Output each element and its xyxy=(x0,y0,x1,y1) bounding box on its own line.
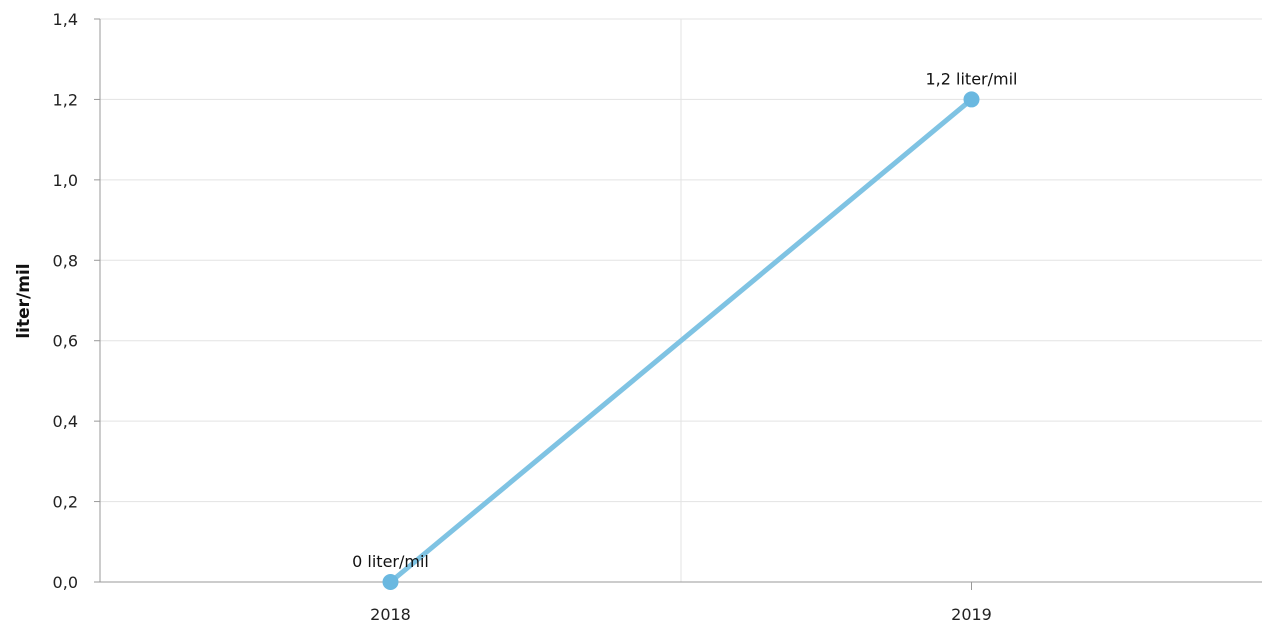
x-tick-label: 2019 xyxy=(951,605,992,624)
grid-lines xyxy=(100,18,1262,582)
y-tick-label: 1,4 xyxy=(53,10,78,29)
y-axis-ticks: 0,0 0,2 0,4 0,6 0,8 1,0 1,2 1,4 xyxy=(53,10,100,592)
data-point xyxy=(963,91,980,108)
series-layer: 0 liter/mil 1,2 liter/mil xyxy=(352,69,1017,590)
data-point xyxy=(382,574,399,590)
y-tick-label: 0,8 xyxy=(53,251,78,270)
axes xyxy=(99,19,1262,583)
x-axis-ticks: 2018 2019 xyxy=(370,582,992,624)
x-tick-label: 2018 xyxy=(370,605,411,624)
y-tick-label: 0,6 xyxy=(53,332,78,351)
y-axis-title: liter/mil xyxy=(14,263,34,338)
y-tick-label: 0,4 xyxy=(53,412,78,431)
series-line xyxy=(388,96,974,585)
data-label: 0 liter/mil xyxy=(352,552,429,571)
y-tick-label: 0,0 xyxy=(53,573,78,592)
data-label: 1,2 liter/mil xyxy=(926,69,1018,88)
y-tick-label: 1,2 xyxy=(53,90,78,109)
y-tick-label: 1,0 xyxy=(53,171,78,190)
y-tick-label: 0,2 xyxy=(53,493,78,512)
